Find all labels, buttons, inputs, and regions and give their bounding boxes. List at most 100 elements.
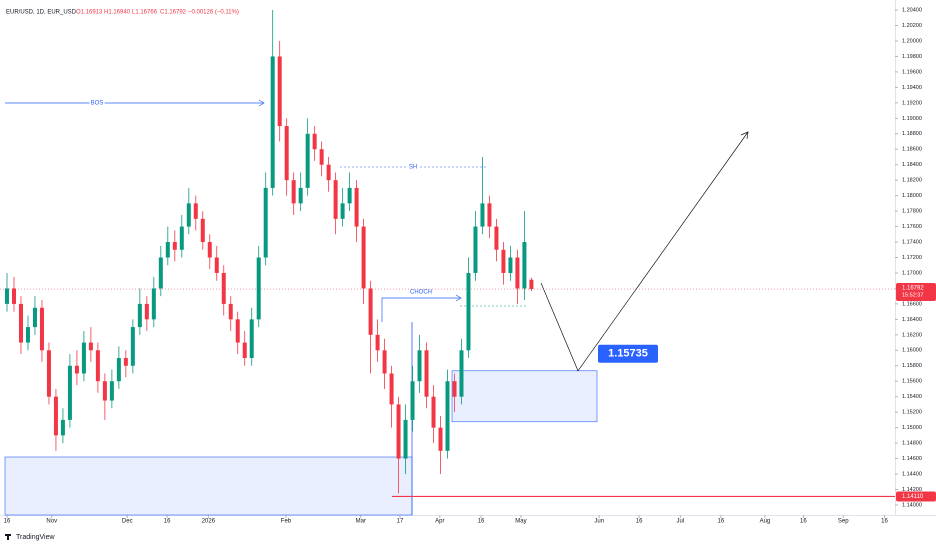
y-tick-label: 1.16200 — [902, 332, 922, 338]
candle-body — [158, 257, 163, 289]
candle-body — [508, 257, 513, 273]
x-tick-label: Jun — [594, 519, 604, 525]
last-price-badge — [896, 283, 936, 302]
candle-body — [501, 249, 506, 273]
candle-body — [144, 303, 149, 320]
candle-body — [123, 358, 128, 366]
y-tick-label: 1.17400 — [902, 239, 922, 245]
candle-body — [312, 133, 317, 150]
x-tick-label: 16 — [800, 519, 807, 525]
choch-label: CHOCH — [410, 290, 432, 296]
candle-body — [305, 133, 310, 188]
candle-body — [319, 149, 324, 165]
candle-body — [242, 342, 247, 359]
candle-body — [109, 381, 114, 401]
candle-body — [256, 257, 261, 320]
ohlc-low: L1.16766 — [132, 10, 158, 16]
candle-body — [95, 350, 100, 382]
target-label: 1.15735 — [608, 348, 648, 360]
footer-logo — [5, 534, 11, 540]
x-tick-label: May — [515, 519, 526, 525]
last-price-label: 1.16792 — [902, 286, 924, 292]
candle-body — [452, 381, 457, 397]
ohlc-close: C1.16792 — [160, 10, 187, 16]
candle-body — [473, 226, 478, 273]
y-tick-label: 1.19800 — [902, 54, 922, 60]
candle-body — [277, 56, 282, 127]
candle-body — [284, 126, 289, 181]
candle-body — [368, 288, 373, 335]
x-tick-label: Apr — [435, 519, 444, 525]
candle-body — [361, 226, 366, 289]
x-tick-label: Jul — [677, 519, 685, 525]
y-tick-label: 1.14600 — [902, 456, 922, 462]
target-badge — [598, 344, 658, 363]
y-tick-label: 1.15800 — [902, 363, 922, 369]
candle-body — [487, 203, 492, 227]
candle-body — [60, 419, 65, 436]
y-tick-label: 1.19400 — [902, 85, 922, 91]
candle-body — [459, 350, 464, 397]
candle-body — [494, 226, 499, 250]
y-tick-label: 1.17200 — [902, 255, 922, 261]
candle-body — [263, 187, 268, 258]
y-tick-label: 1.14200 — [902, 487, 922, 493]
y-tick-label: 1.20400 — [902, 8, 922, 14]
bos-label: BOS — [91, 101, 104, 107]
candle-body — [200, 218, 205, 243]
x-tick-label: Sep — [838, 519, 849, 525]
y-tick-label: 1.19000 — [902, 116, 922, 122]
x-tick-label: Dec — [122, 519, 133, 525]
candle-body — [389, 373, 394, 405]
y-tick-label: 1.14400 — [902, 471, 922, 477]
candle-body — [522, 242, 527, 289]
ohlc-high: H1.16940 — [104, 10, 131, 16]
candle-body — [151, 288, 156, 320]
projection-path — [540, 131, 749, 372]
y-tick-label: 1.20200 — [902, 23, 922, 29]
candle-body — [382, 350, 387, 374]
candle-body — [396, 404, 401, 459]
candle-body — [354, 187, 359, 227]
choch-line — [381, 297, 460, 322]
x-tick-label: Feb — [281, 519, 292, 525]
bos-arrow — [258, 99, 265, 107]
y-tick-label: 1.15600 — [902, 379, 922, 385]
candle-body — [81, 342, 86, 374]
candle-body — [480, 203, 485, 227]
candle-body — [270, 56, 275, 188]
candle-body — [298, 187, 303, 204]
x-tick-label: 16 — [636, 519, 643, 525]
candle-body — [410, 381, 415, 420]
y-tick-label: 1.18000 — [902, 193, 922, 199]
candle-body — [466, 272, 471, 351]
candle-body — [445, 381, 450, 451]
y-tick-label: 1.18200 — [902, 178, 922, 184]
y-tick-label: 1.18400 — [902, 162, 922, 168]
candle-body — [46, 350, 51, 397]
candle-body — [214, 257, 219, 273]
y-tick-label: 1.16000 — [902, 348, 922, 354]
target-zone — [451, 370, 598, 423]
candle-body — [32, 307, 37, 328]
candle-body — [4, 288, 9, 304]
candle-body — [228, 303, 233, 320]
candle-body — [291, 180, 296, 204]
y-tick-label: 1.17000 — [902, 270, 922, 276]
x-tick-label: 16 — [4, 519, 11, 525]
candle-body — [529, 279, 534, 290]
candle-body — [431, 396, 436, 428]
y-tick-label: 1.16600 — [902, 301, 922, 307]
y-tick-label: 1.19600 — [902, 69, 922, 75]
x-tick-label: 16 — [718, 519, 725, 525]
candle-body — [165, 242, 170, 258]
candle-body — [130, 327, 135, 366]
symbol: EUR/USD, 1D, EUR_USD — [6, 10, 77, 16]
candle-body — [417, 350, 422, 382]
candle-body — [25, 327, 30, 343]
sh-label: SH — [409, 165, 417, 171]
candle-body — [424, 350, 429, 397]
candle-body — [340, 203, 345, 219]
